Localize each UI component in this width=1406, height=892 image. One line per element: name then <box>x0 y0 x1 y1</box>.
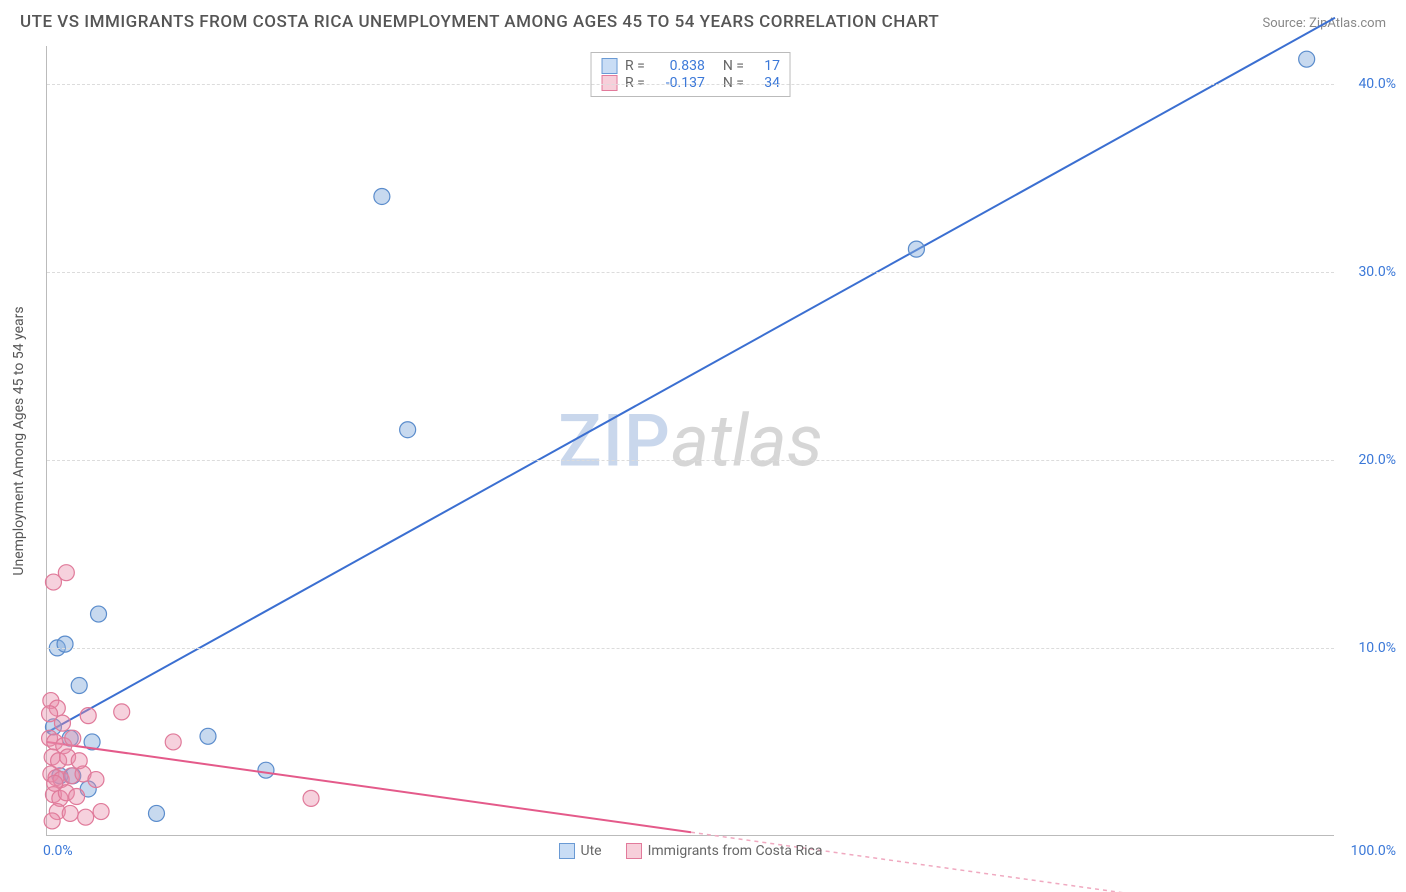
swatch <box>559 843 575 859</box>
chart-area: Unemployment Among Ages 45 to 54 years Z… <box>46 46 1334 836</box>
grid-line <box>47 272 1334 273</box>
y-tick-label: 10.0% <box>1358 640 1396 656</box>
r-label: R = <box>625 58 645 74</box>
y-tick-label: 30.0% <box>1358 264 1396 280</box>
x-tick-label: 0.0% <box>43 843 73 859</box>
legend-top: R =0.838N =17R =-0.137N =34 <box>590 52 791 97</box>
legend-item: Immigrants from Costa Rica <box>626 843 823 859</box>
swatch <box>601 58 617 74</box>
plot-svg <box>47 46 1334 835</box>
grid-line <box>47 84 1334 85</box>
y-tick-label: 20.0% <box>1358 452 1396 468</box>
x-tick-label: 100.0% <box>1351 843 1396 859</box>
chart-title: UTE VS IMMIGRANTS FROM COSTA RICA UNEMPL… <box>20 12 939 32</box>
n-value: 17 <box>752 58 780 74</box>
legend-label: Ute <box>581 843 602 859</box>
grid-line <box>47 648 1334 649</box>
legend-row: R = 0.838 N = 17 <box>601 58 780 74</box>
grid-line <box>47 460 1334 461</box>
r-value: 0.838 <box>653 58 705 74</box>
legend-bottom: Ute Immigrants from Costa Rica <box>559 843 823 859</box>
y-tick-label: 40.0% <box>1358 76 1396 92</box>
legend-label: Immigrants from Costa Rica <box>648 843 823 859</box>
legend-item: Ute <box>559 843 602 859</box>
title-bar: UTE VS IMMIGRANTS FROM COSTA RICA UNEMPL… <box>0 0 1406 38</box>
y-axis-title: Unemployment Among Ages 45 to 54 years <box>11 306 27 575</box>
n-label: N = <box>723 58 744 74</box>
swatch <box>626 843 642 859</box>
